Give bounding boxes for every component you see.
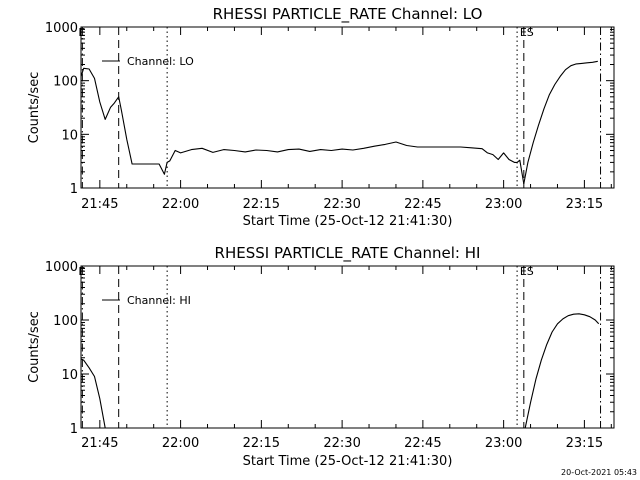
y-tick-label: 10 [61,128,78,143]
x-tick-label: 22:00 [162,436,199,451]
x-axis-label: Start Time (25-Oct-12 21:41:30) [243,454,453,469]
y-tick-label: 1000 [45,21,78,36]
x-tick-label: 21:45 [81,197,118,212]
y-tick-label: 1 [70,422,78,437]
timestamp: 20-Oct-2021 05:43 [561,468,637,477]
y-tick-label: 1000 [45,260,78,275]
x-tick-label: 23:00 [485,436,522,451]
x-tick-label: 22:15 [243,197,280,212]
x-tick-label: 22:30 [323,436,360,451]
x-tick-label: 22:45 [404,197,441,212]
event-marker-label: E [78,26,85,39]
series-line [524,313,600,429]
chart-panel-2: RHESSI PARTICLE_RATE Channel: HI Start Ti… [27,244,615,469]
y-tick-label: 100 [53,75,78,90]
series-line [80,67,525,184]
event-marker-label: ES [520,26,534,39]
x-tick-label: 22:15 [243,436,280,451]
y-axis-label: Counts/sec [27,311,42,383]
chart-title: RHESSI PARTICLE_RATE Channel: HI [215,244,481,263]
plot-frame [80,265,615,429]
chart-panel-1: RHESSI PARTICLE_RATE Channel: LO Start Ti… [27,5,615,229]
chart-title: RHESSI PARTICLE_RATE Channel: LO [213,5,483,24]
series-line [80,358,106,429]
x-tick-label: 22:00 [162,197,199,212]
x-tick-label: 22:30 [323,197,360,212]
y-tick-label: 1 [70,182,78,197]
x-axis-label: Start Time (25-Oct-12 21:41:30) [243,214,453,229]
x-tick-label: 22:45 [404,436,441,451]
x-tick-label: 23:15 [566,197,603,212]
event-marker-label: ES [520,265,534,278]
legend-label: Channel: LO [127,55,194,68]
series-line [523,60,598,184]
y-axis-label: Counts/sec [27,72,42,144]
x-tick-label: 21:45 [81,436,118,451]
plot-frame [80,26,615,189]
x-tick-label: 23:15 [566,436,603,451]
event-marker-label: E [78,265,85,278]
legend-label: Channel: HI [127,294,191,307]
x-tick-label: 23:00 [485,197,522,212]
y-tick-label: 10 [61,368,78,383]
y-tick-label: 100 [53,314,78,329]
